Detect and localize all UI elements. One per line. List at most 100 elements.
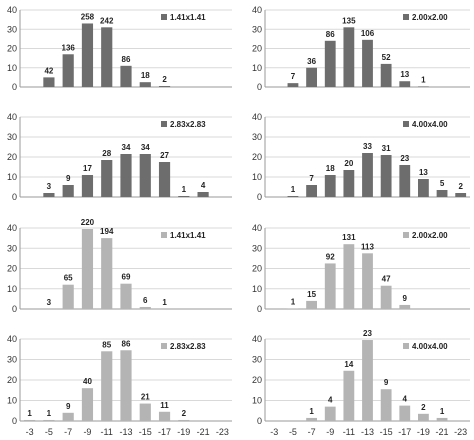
bar xyxy=(62,284,74,309)
x-tick-label: -15 xyxy=(380,427,393,437)
bar xyxy=(362,39,373,87)
bar xyxy=(101,351,113,421)
bar-data-label: 11 xyxy=(160,401,169,410)
x-tick-label: -23 xyxy=(216,427,229,437)
bar-data-label: 40 xyxy=(83,377,92,386)
bar-data-label: 17 xyxy=(83,164,92,173)
y-tick-label: 0 xyxy=(257,304,262,314)
bar-data-label: 1 xyxy=(291,297,296,306)
bar-data-label: 4 xyxy=(403,395,408,404)
bar-data-label: 14 xyxy=(344,360,353,369)
y-tick-label: 0 xyxy=(257,192,262,202)
bar-data-label: 1 xyxy=(440,407,445,416)
bar-data-label: 242 xyxy=(100,16,114,25)
y-tick-label: 20 xyxy=(252,375,262,385)
y-tick-label: 30 xyxy=(252,24,262,34)
bar xyxy=(418,413,429,421)
legend-swatch xyxy=(403,232,409,238)
bar xyxy=(81,388,94,421)
bar-data-label: 2 xyxy=(182,409,187,418)
bar-data-label: 18 xyxy=(326,164,335,173)
bar xyxy=(101,238,113,309)
bar xyxy=(62,412,74,421)
legend-label: 2.83x2.83 xyxy=(170,342,206,351)
y-tick-label: 30 xyxy=(7,132,17,142)
bar xyxy=(178,419,190,421)
bar xyxy=(120,154,132,197)
chart-panel-row3-left: 0 10 20 30 40 3 65 220 194 69 6 1 1.41x1.41 xyxy=(7,218,232,314)
bar xyxy=(81,175,94,197)
bar-data-label: 85 xyxy=(102,340,111,349)
bar-data-label: 65 xyxy=(64,274,73,283)
y-tick-label: 10 xyxy=(252,396,262,406)
legend-swatch xyxy=(403,14,409,20)
y-tick-label: 40 xyxy=(252,223,262,233)
bar xyxy=(418,179,429,197)
y-tick-label: 30 xyxy=(252,132,262,142)
bar xyxy=(178,196,190,197)
bar xyxy=(287,308,299,309)
bar-data-label: 1 xyxy=(291,185,296,194)
bar-data-label: 9 xyxy=(403,294,408,303)
bar-data-label: 9 xyxy=(66,174,71,183)
bar-data-label: 23 xyxy=(363,329,372,338)
legend-label: 2.00x2.00 xyxy=(412,13,448,22)
bar xyxy=(362,253,373,309)
bar-data-label: 6 xyxy=(143,296,148,305)
y-tick-label: 20 xyxy=(252,152,262,162)
y-tick-label: 20 xyxy=(252,264,262,274)
y-tick-label: 10 xyxy=(252,284,262,294)
bar xyxy=(324,263,336,309)
bar xyxy=(120,65,132,87)
bar-data-label: 27 xyxy=(160,151,169,160)
x-tick-label: -19 xyxy=(177,427,190,437)
bar-data-label: 42 xyxy=(44,66,53,75)
x-tick-label: -13 xyxy=(361,427,374,437)
bar-data-label: 13 xyxy=(419,168,428,177)
x-tick-label: -3 xyxy=(270,427,278,437)
bar-data-label: 2 xyxy=(162,75,167,84)
bar xyxy=(362,340,373,421)
x-tick-label: -15 xyxy=(139,427,152,437)
bar-data-label: 33 xyxy=(363,142,372,151)
bar xyxy=(306,185,317,197)
y-tick-label: 10 xyxy=(7,284,17,294)
bar xyxy=(436,190,448,197)
x-tick-label: -17 xyxy=(398,427,411,437)
bar-data-label: 1 xyxy=(162,298,167,307)
chart-panel-row3-right: 0 10 20 30 40 1 15 92 131 113 47 9 2.00x2.00 xyxy=(252,223,470,314)
legend-swatch xyxy=(161,232,167,238)
legend-label: 1.41x1.41 xyxy=(170,13,206,22)
bar-data-label: 34 xyxy=(141,143,150,152)
bar-data-label: 15 xyxy=(307,290,316,299)
chart-panel-row1-right: 0 10 20 30 40 7 36 86 135 106 52 13 1 2.00x2.00 xyxy=(252,5,470,92)
y-tick-label: 0 xyxy=(12,192,17,202)
bar-data-label: 69 xyxy=(122,273,131,282)
bar xyxy=(343,244,355,309)
legend-label: 2.00x2.00 xyxy=(412,231,448,240)
y-tick-label: 20 xyxy=(7,152,17,162)
y-tick-label: 0 xyxy=(12,416,17,426)
bar xyxy=(380,285,392,309)
bar-data-label: 4 xyxy=(201,181,206,190)
bar xyxy=(380,155,392,197)
bar xyxy=(139,306,151,309)
bar xyxy=(343,170,355,197)
y-tick-label: 30 xyxy=(7,355,17,365)
bar xyxy=(120,350,132,421)
bar xyxy=(324,40,336,87)
bar-data-label: 86 xyxy=(122,55,131,64)
chart-panel-row2-left: 0 10 20 30 40 3 9 17 28 34 34 27 1 4 2.83x2.83 xyxy=(7,112,232,202)
legend-swatch xyxy=(161,343,167,349)
bar xyxy=(62,54,74,87)
x-tick-label: -9 xyxy=(83,427,91,437)
y-tick-label: 10 xyxy=(7,396,17,406)
legend-swatch xyxy=(161,121,167,127)
bar xyxy=(158,86,171,87)
x-tick-label: -21 xyxy=(436,427,449,437)
bar xyxy=(380,389,392,421)
bar-data-label: 92 xyxy=(326,252,335,261)
bar xyxy=(43,419,55,421)
bar-data-label: 1 xyxy=(27,409,32,418)
bar-data-label: 135 xyxy=(342,16,356,25)
